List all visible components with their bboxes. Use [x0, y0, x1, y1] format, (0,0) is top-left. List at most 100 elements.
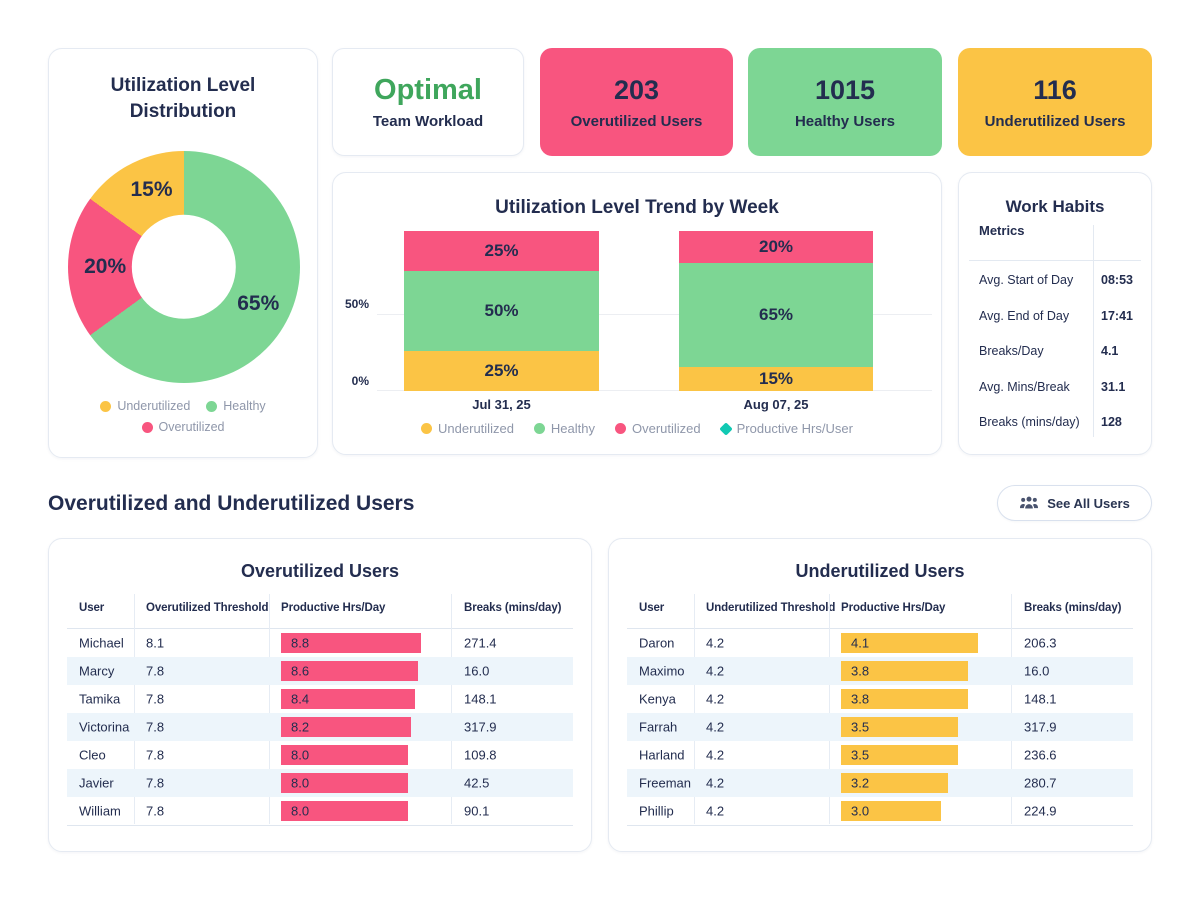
column-header-threshold: Overutilized Threshold — [146, 602, 269, 614]
team-workload-card: Optimal Team Workload — [332, 48, 524, 156]
see-all-users-button[interactable]: See All Users — [997, 485, 1152, 521]
habit-row: Breaks (mins/day) 128 — [979, 415, 1122, 429]
habit-row: Breaks/Day 4.1 — [979, 344, 1119, 358]
habit-row: Avg. Start of Day 08:53 — [979, 273, 1133, 287]
column-divider — [694, 594, 695, 824]
y-tick-50: 50% — [344, 297, 369, 311]
value-bar — [841, 801, 942, 821]
metrics-column-header: Metrics — [979, 223, 1025, 238]
value-bar — [841, 633, 978, 653]
column-header-breaks: Breaks (mins/day) — [464, 602, 562, 614]
column-divider — [451, 594, 452, 824]
column-header-productive-hrs: Productive Hrs/Day — [841, 602, 946, 614]
legend-item-healthy: Healthy — [206, 399, 266, 413]
overutilized-dot-icon — [615, 423, 626, 434]
overutilized-users-stat-card: 203 Overutilized Users — [540, 48, 733, 156]
column-divider — [829, 594, 830, 824]
table-row: Harland 4.2 3.5 236.6 — [627, 741, 1133, 769]
column-divider — [1011, 594, 1012, 824]
table-row: Cleo 7.8 8.0 109.8 — [67, 741, 573, 769]
utilization-trend-card: Utilization Level Trend by Week 50% 0% 2… — [332, 172, 942, 455]
segment-healthy: 50% — [404, 271, 599, 351]
value-bar — [281, 773, 409, 793]
stat-label: Underutilized Users — [984, 112, 1126, 130]
legend-item-underutilized: Underutilized — [100, 399, 190, 413]
value-bar — [841, 745, 958, 765]
table-row: Freeman 4.2 3.2 280.7 — [627, 769, 1133, 797]
table-bottom-divider — [627, 825, 1133, 826]
table-bottom-divider — [67, 825, 573, 826]
overutilized-dot-icon — [141, 421, 153, 433]
stat-value: 1015 — [814, 74, 876, 105]
productive-hrs-diamond-icon — [718, 421, 733, 436]
underutilized-users-table-card: Underutilized Users User Underutilized T… — [608, 538, 1152, 852]
legend-item-productive-hrs: Productive Hrs/User — [718, 421, 853, 436]
gridline-0 — [377, 390, 932, 391]
stat-value: 116 — [1033, 74, 1077, 105]
underutilized-table-title: Underutilized Users — [795, 561, 965, 581]
value-bar — [281, 717, 412, 737]
stat-value: 203 — [613, 74, 660, 105]
table-row: William 7.8 8.0 90.1 — [67, 797, 573, 825]
segment-healthy: 65% — [679, 263, 873, 367]
stacked-bar-week-1: 25% 50% 25% — [404, 231, 599, 391]
donut-hole — [131, 214, 237, 320]
value-bar — [841, 661, 968, 681]
legend-item-underutilized: Underutilized — [421, 421, 514, 436]
column-header-breaks: Breaks (mins/day) — [1024, 602, 1122, 614]
column-divider — [1093, 225, 1094, 437]
donut-slice-label-healthy: 65% — [237, 292, 280, 316]
work-habits-card: Work Habits Metrics Avg. Start of Day 08… — [958, 172, 1152, 455]
column-header-user: User — [639, 602, 665, 614]
table-row: Tamika 7.8 8.4 148.1 — [67, 685, 573, 713]
value-bar — [281, 745, 409, 765]
column-divider — [134, 594, 135, 824]
x-axis-label-week-1: Jul 31, 25 — [472, 397, 531, 412]
stat-label: Healthy Users — [794, 112, 896, 130]
value-bar — [281, 633, 421, 653]
donut-card-title: Utilization Level Distribution — [110, 75, 256, 123]
healthy-dot-icon — [533, 423, 545, 434]
header-divider — [627, 628, 1133, 629]
underutilized-dot-icon — [421, 423, 433, 434]
table-row: Michael 8.1 8.8 271.4 — [67, 629, 573, 657]
underutilized-users-stat-card: 116 Underutilized Users — [958, 48, 1152, 156]
stacked-bar-week-2: 20% 65% 15% — [679, 231, 873, 391]
overutilized-table-title: Overutilized Users — [240, 561, 400, 581]
donut-legend: Underutilized Healthy Overutilized — [49, 399, 317, 434]
utilization-distribution-card: Utilization Level Distribution 65% 20% 1… — [48, 48, 318, 458]
overutilized-users-table-card: Overutilized Users User Overutilized Thr… — [48, 538, 592, 852]
donut-slice-label-overutilized: 20% — [84, 255, 127, 278]
table-row: Maximo 4.2 3.8 16.0 — [627, 657, 1133, 685]
table-header-row: User Underutilized Threshold Productive … — [627, 594, 1133, 628]
column-header-user: User — [79, 602, 105, 614]
table-header-row: User Overutilized Threshold Productive H… — [67, 594, 573, 628]
column-divider — [269, 594, 270, 824]
healthy-users-stat-card: 1015 Healthy Users — [748, 48, 942, 156]
gridline-50 — [377, 314, 932, 315]
header-divider — [67, 628, 573, 629]
x-axis-label-week-2: Aug 07, 25 — [743, 397, 809, 412]
habit-row: Avg. Mins/Break 31.1 — [979, 380, 1126, 394]
work-habits-title: Work Habits — [1005, 197, 1105, 216]
legend-item-overutilized: Overutilized — [615, 421, 701, 436]
segment-underutilized: 15% — [679, 367, 873, 391]
users-group-icon — [1020, 496, 1039, 509]
value-bar — [281, 801, 409, 821]
value-bar — [281, 661, 418, 681]
table-row: Phillip 4.2 3.0 224.9 — [627, 797, 1133, 825]
table-row: Victorina 7.8 8.2 317.9 — [67, 713, 573, 741]
table-body: Michael 8.1 8.8 271.4 Marcy 7.8 8.6 16.0 T… — [67, 629, 573, 825]
value-bar — [841, 773, 948, 793]
section-title: Overutilized and Underutilized Users — [48, 492, 415, 515]
workload-status-label: Team Workload — [372, 113, 484, 130]
y-tick-0: 0% — [351, 374, 369, 388]
header-divider — [969, 260, 1141, 261]
value-bar — [841, 717, 958, 737]
table-body: Daron 4.2 4.1 206.3 Maximo 4.2 3.8 16.0 Ke… — [627, 629, 1133, 825]
legend-item-healthy: Healthy — [533, 421, 595, 436]
table-row: Farrah 4.2 3.5 317.9 — [627, 713, 1133, 741]
table-row: Marcy 7.8 8.6 16.0 — [67, 657, 573, 685]
segment-underutilized: 25% — [404, 351, 599, 391]
